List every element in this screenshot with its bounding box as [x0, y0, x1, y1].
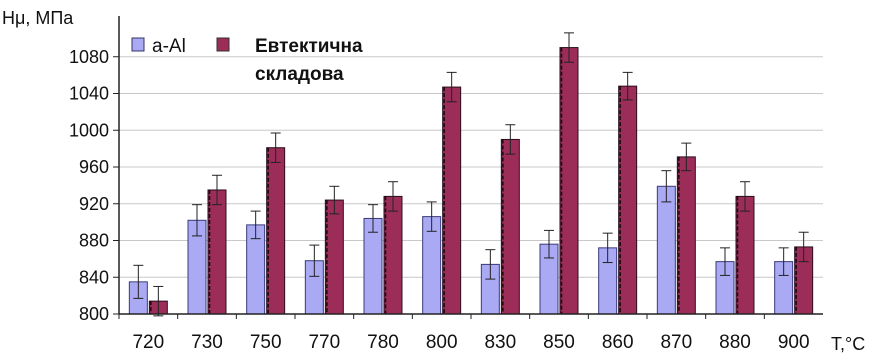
y-tick-label-1040: 1040 — [69, 84, 109, 104]
x-tick-label-900: 900 — [778, 332, 810, 353]
bar-s1-850 — [559, 47, 579, 315]
y-tick-label-1000: 1000 — [69, 120, 109, 140]
gridlines — [119, 56, 823, 278]
bar-s1-800 — [442, 86, 462, 315]
bars — [128, 32, 814, 317]
bar-s0-780 — [363, 217, 383, 315]
y-tick-label-880: 880 — [79, 231, 109, 251]
y-tick-label-920: 920 — [79, 194, 109, 214]
legend-label-a-al: a-Al — [152, 36, 186, 57]
bar-s1-730 — [207, 189, 227, 315]
x-tick-label-850: 850 — [543, 332, 575, 353]
legend-label-eutectic-line1: Евтектична — [255, 36, 363, 57]
bar-s1-770 — [324, 199, 344, 315]
x-tick-label-770: 770 — [308, 332, 340, 353]
bar-s1-880 — [735, 195, 755, 315]
tick-labels: 800 840 880 920 960 1000 1040 1080 720 730 750 770 7… — [69, 47, 810, 353]
bar-s0-870 — [656, 185, 676, 315]
axes — [113, 16, 823, 319]
bar-s1-870 — [676, 156, 696, 315]
x-tick-label-730: 730 — [191, 332, 223, 353]
y-tick-label-960: 960 — [79, 157, 109, 177]
y-tick-label-800: 800 — [79, 304, 109, 324]
legend-swatch-eutectic — [216, 37, 230, 52]
x-tick-label-880: 880 — [719, 332, 751, 353]
y-tick-label-1080: 1080 — [69, 47, 109, 67]
legend: a-Al Евтектична складова — [131, 36, 363, 85]
bar-s1-780 — [383, 195, 403, 315]
x-tick-label-750: 750 — [250, 332, 282, 353]
x-tick-label-870: 870 — [660, 332, 692, 353]
legend-label-eutectic-line2: складова — [255, 64, 344, 85]
y-axis-label: Hμ, МПа — [2, 8, 74, 28]
x-tick-label-830: 830 — [484, 332, 516, 353]
x-tick-label-780: 780 — [367, 332, 399, 353]
x-tick-label-800: 800 — [426, 332, 458, 353]
bar-s1-860 — [618, 85, 638, 315]
x-axis-label: T,°C — [831, 334, 865, 354]
bar-s1-750 — [266, 147, 286, 315]
x-tick-label-860: 860 — [602, 332, 634, 353]
legend-swatch-a-al — [131, 37, 145, 52]
y-tick-label-840: 840 — [79, 267, 109, 287]
x-tick-label-720: 720 — [132, 332, 164, 353]
bar-s1-830 — [500, 138, 520, 315]
